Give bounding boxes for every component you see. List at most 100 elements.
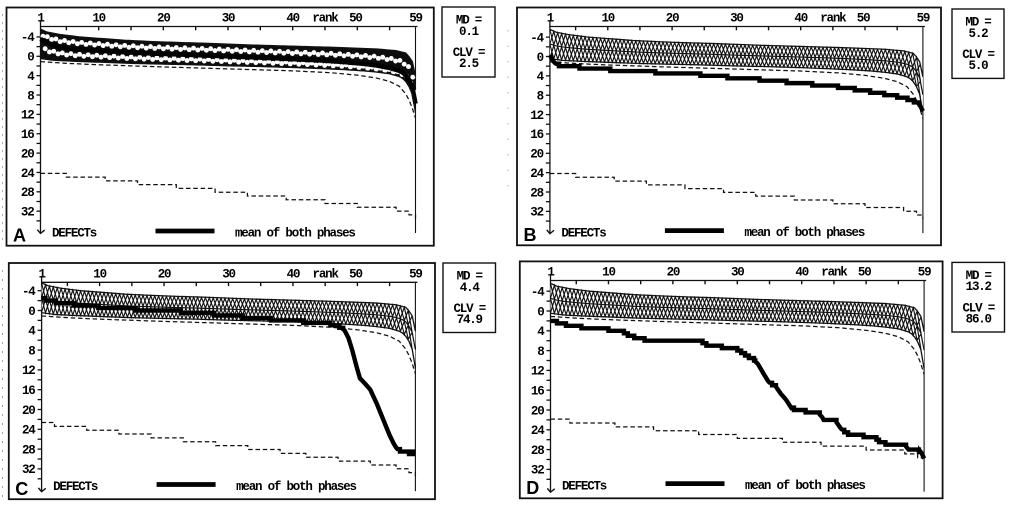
svg-text:20: 20 <box>666 12 679 26</box>
svg-text:1: 1 <box>547 266 554 280</box>
svg-text:8: 8 <box>28 344 35 358</box>
svg-text:13.2: 13.2 <box>966 280 992 294</box>
svg-text:20: 20 <box>157 12 170 26</box>
svg-text:16: 16 <box>530 128 543 142</box>
svg-text:8: 8 <box>27 89 34 103</box>
svg-text:20: 20 <box>530 148 543 162</box>
svg-text:2.5: 2.5 <box>459 57 479 71</box>
svg-text:5.2: 5.2 <box>969 27 989 41</box>
svg-text:B: B <box>524 225 537 245</box>
svg-text:40: 40 <box>795 266 808 280</box>
svg-text:0: 0 <box>28 305 35 319</box>
svg-text:4: 4 <box>537 70 545 84</box>
svg-text:12: 12 <box>22 364 35 378</box>
svg-text:0: 0 <box>27 51 34 65</box>
svg-text:20: 20 <box>158 268 171 282</box>
svg-text:4: 4 <box>537 325 545 339</box>
svg-text:D: D <box>526 478 539 498</box>
svg-text:MD =: MD = <box>457 270 483 284</box>
svg-text:DEFECTs: DEFECTs <box>561 226 606 240</box>
svg-text:12: 12 <box>531 365 544 379</box>
svg-text:MD =: MD = <box>966 269 992 283</box>
svg-text:DEFECTs: DEFECTs <box>53 480 98 494</box>
svg-text:10: 10 <box>92 12 105 26</box>
svg-text:rank: rank <box>312 12 339 26</box>
svg-text:rank: rank <box>820 12 847 26</box>
svg-text:8: 8 <box>537 90 544 104</box>
svg-text:40: 40 <box>287 268 300 282</box>
svg-text:1: 1 <box>38 268 45 282</box>
svg-text:59: 59 <box>409 268 422 282</box>
svg-text:16: 16 <box>22 384 35 398</box>
svg-text:30: 30 <box>222 268 235 282</box>
svg-text:32: 32 <box>21 205 34 219</box>
svg-text:MD =: MD = <box>965 16 991 30</box>
svg-text:40: 40 <box>286 12 299 26</box>
svg-text:20: 20 <box>21 147 34 161</box>
svg-text:32: 32 <box>530 206 543 220</box>
svg-text:20: 20 <box>22 404 35 418</box>
svg-text:50: 50 <box>349 12 362 26</box>
svg-text:28: 28 <box>530 186 543 200</box>
svg-text:12: 12 <box>530 109 543 123</box>
svg-text:CLV =: CLV = <box>453 46 485 60</box>
svg-text:59: 59 <box>918 266 931 280</box>
svg-text:12: 12 <box>21 109 34 123</box>
svg-text:rank: rank <box>313 268 340 282</box>
svg-text:-4: -4 <box>21 31 35 45</box>
svg-text:mean of both phases: mean of both phases <box>745 479 865 493</box>
svg-text:50: 50 <box>857 12 870 26</box>
svg-text:DEFECTs: DEFECTs <box>52 227 97 241</box>
svg-text:C: C <box>15 479 28 499</box>
svg-text:30: 30 <box>730 12 743 26</box>
svg-text:0: 0 <box>537 305 544 319</box>
svg-text:CLV =: CLV = <box>962 301 994 315</box>
svg-text:24: 24 <box>530 167 544 181</box>
svg-text:mean of both phases: mean of both phases <box>235 227 355 241</box>
svg-text:CLV =: CLV = <box>962 48 994 62</box>
svg-text:28: 28 <box>22 443 35 457</box>
svg-text:1: 1 <box>547 12 554 26</box>
svg-text:DEFECTs: DEFECTs <box>562 479 607 493</box>
svg-text:59: 59 <box>409 12 422 26</box>
svg-text:24: 24 <box>21 167 35 181</box>
svg-text:-4: -4 <box>530 31 544 45</box>
svg-text:10: 10 <box>602 266 615 280</box>
svg-text:mean of both phases: mean of both phases <box>236 480 356 494</box>
svg-text:50: 50 <box>349 268 362 282</box>
svg-text:10: 10 <box>93 268 106 282</box>
svg-text:30: 30 <box>731 266 744 280</box>
svg-text:MD =: MD = <box>456 14 482 28</box>
svg-text:86.0: 86.0 <box>966 313 992 327</box>
svg-text:59: 59 <box>917 12 930 26</box>
svg-text:32: 32 <box>531 464 544 478</box>
svg-text:24: 24 <box>531 424 545 438</box>
svg-text:4.4: 4.4 <box>460 281 481 295</box>
svg-text:rank: rank <box>821 266 848 280</box>
svg-text:28: 28 <box>21 186 34 200</box>
svg-text:16: 16 <box>21 128 34 142</box>
svg-text:-4: -4 <box>531 286 545 300</box>
svg-text:74.9: 74.9 <box>457 313 483 327</box>
svg-text:0.1: 0.1 <box>459 25 479 39</box>
svg-text:24: 24 <box>22 424 36 438</box>
svg-text:1: 1 <box>37 12 44 26</box>
svg-text:32: 32 <box>22 463 35 477</box>
svg-text:4: 4 <box>27 70 35 84</box>
svg-text:20: 20 <box>531 404 544 418</box>
svg-text:50: 50 <box>858 266 871 280</box>
svg-text:40: 40 <box>794 12 807 26</box>
svg-text:10: 10 <box>601 12 614 26</box>
svg-text:mean of both phases: mean of both phases <box>744 226 864 240</box>
svg-text:5.0: 5.0 <box>969 59 989 73</box>
svg-text:16: 16 <box>531 385 544 399</box>
svg-text:30: 30 <box>222 12 235 26</box>
svg-text:A: A <box>13 226 26 246</box>
svg-text:4: 4 <box>28 325 36 339</box>
svg-text:-4: -4 <box>22 285 36 299</box>
svg-text:8: 8 <box>537 345 544 359</box>
svg-text:28: 28 <box>531 444 544 458</box>
svg-text:20: 20 <box>667 266 680 280</box>
svg-text:CLV =: CLV = <box>453 302 485 316</box>
svg-text:0: 0 <box>537 51 544 65</box>
